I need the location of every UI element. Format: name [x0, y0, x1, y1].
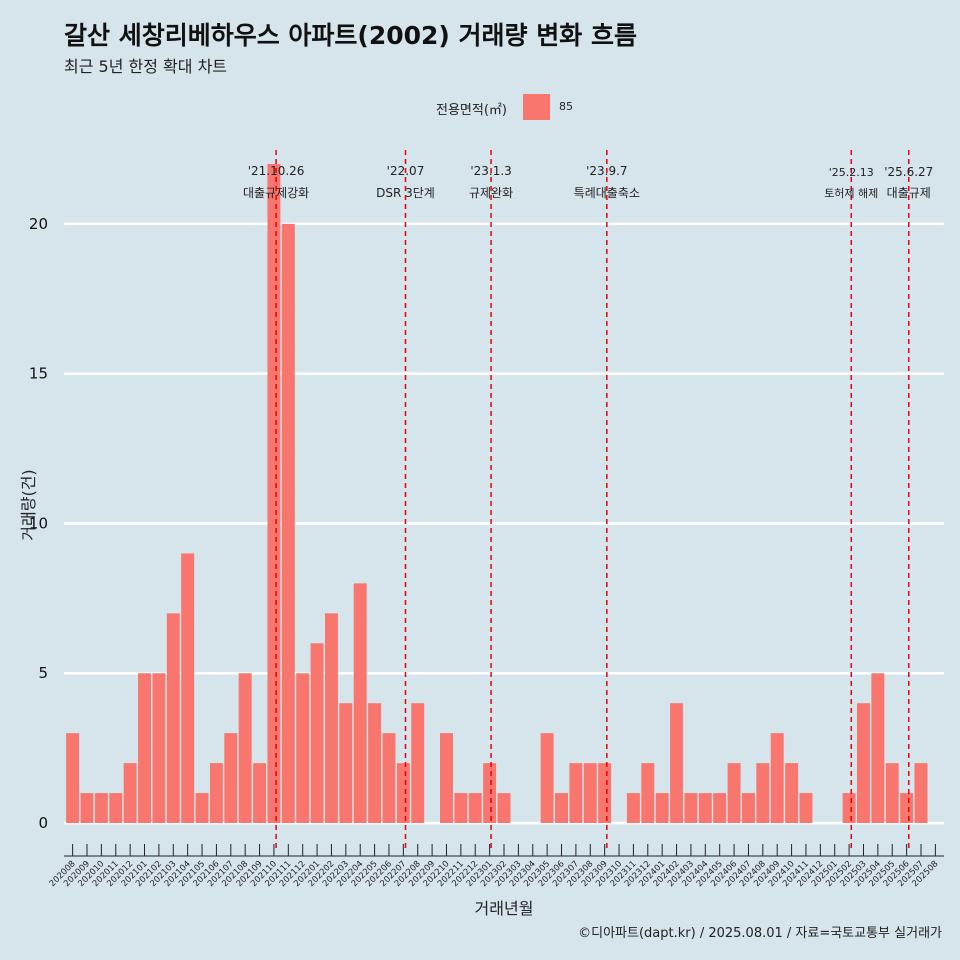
caption: ©디아파트(dapt.kr) / 2025.08.01 / 자료=국토교통부 실…	[578, 926, 942, 941]
y-tick-label: 20	[29, 215, 48, 233]
event-date: '23.9.7	[586, 164, 627, 178]
bar	[540, 733, 554, 824]
bar	[181, 553, 195, 824]
bar	[253, 763, 267, 824]
bar	[454, 793, 468, 824]
bar	[209, 763, 223, 824]
event-date: '22.07	[387, 164, 425, 178]
bar	[324, 613, 338, 824]
bar	[468, 793, 482, 824]
bar	[339, 703, 353, 824]
bar	[871, 673, 885, 824]
bar	[857, 703, 870, 824]
event-annotations: '21.10.26 대출규제강화 '22.07 DSR 3단계 '23.1.3 규제완화 '…	[243, 164, 933, 200]
bar	[138, 673, 151, 824]
bar	[626, 793, 640, 824]
y-tick-labels: 0 5 10 15 20	[29, 215, 48, 832]
bar	[296, 673, 310, 824]
bar	[555, 793, 568, 824]
bar	[411, 703, 425, 824]
event-label: 대출규제	[887, 186, 931, 200]
bar	[799, 793, 813, 824]
event-label: 특례대출축소	[574, 186, 640, 200]
bar	[310, 643, 324, 824]
y-tick-label: 10	[29, 514, 48, 532]
bar	[224, 733, 238, 824]
bar	[382, 733, 396, 824]
bar	[195, 793, 209, 824]
bar	[281, 223, 295, 824]
bar	[770, 733, 784, 824]
bars	[66, 163, 928, 824]
bar	[670, 703, 684, 824]
event-label: 규제완화	[469, 186, 513, 200]
bar	[914, 763, 928, 824]
bar	[756, 763, 770, 824]
bar	[842, 793, 856, 824]
x-axis: 2020082020092020102020112020122021012021…	[48, 844, 944, 889]
bar	[166, 613, 180, 824]
bar	[684, 793, 698, 824]
bar	[698, 793, 712, 824]
legend-label: 85	[559, 100, 573, 113]
bar	[713, 793, 727, 824]
bar	[569, 763, 583, 824]
event-label: 토허제 해제	[824, 186, 878, 200]
bar	[483, 763, 497, 824]
bar	[238, 673, 252, 824]
legend-swatch	[523, 94, 550, 120]
bar	[109, 793, 123, 824]
bar	[655, 793, 669, 824]
chart-subtitle: 최근 5년 한정 확대 차트	[64, 57, 228, 76]
bar	[583, 763, 597, 824]
y-tick-label: 15	[29, 365, 48, 383]
bar	[94, 793, 108, 824]
bar	[785, 763, 799, 824]
bar	[152, 673, 166, 824]
event-date: '21.10.26	[248, 164, 305, 178]
event-date: '23.1.3	[470, 164, 511, 178]
legend: 전용면적(㎡) 85	[0, 92, 960, 122]
y-axis-title: 거래량(건)	[19, 469, 38, 540]
event-date: '25.6.27	[884, 165, 933, 179]
bar	[368, 703, 382, 824]
event-date: '25.2.13	[829, 166, 874, 179]
event-label: 대출규제강화	[243, 186, 309, 200]
bar	[267, 163, 281, 824]
bar	[727, 763, 741, 824]
bar	[396, 763, 410, 824]
legend-title: 전용면적(㎡)	[436, 103, 507, 118]
bar	[598, 763, 612, 824]
bar	[741, 793, 755, 824]
y-tick-label: 5	[38, 664, 48, 682]
event-label: DSR 3단계	[376, 186, 435, 200]
y-tick-label: 0	[38, 814, 48, 832]
bar	[66, 733, 80, 824]
bar	[641, 763, 655, 824]
bar	[123, 763, 137, 824]
chart-title: 갈산 세창리베하우스 아파트(2002) 거래량 변화 흐름	[64, 21, 637, 50]
bar	[80, 793, 94, 824]
x-axis-title: 거래년월	[475, 899, 534, 918]
bar	[900, 793, 914, 824]
bar	[497, 793, 511, 824]
bar	[440, 733, 453, 824]
grid-lines	[64, 222, 944, 825]
bar	[885, 763, 899, 824]
bar	[353, 583, 367, 824]
